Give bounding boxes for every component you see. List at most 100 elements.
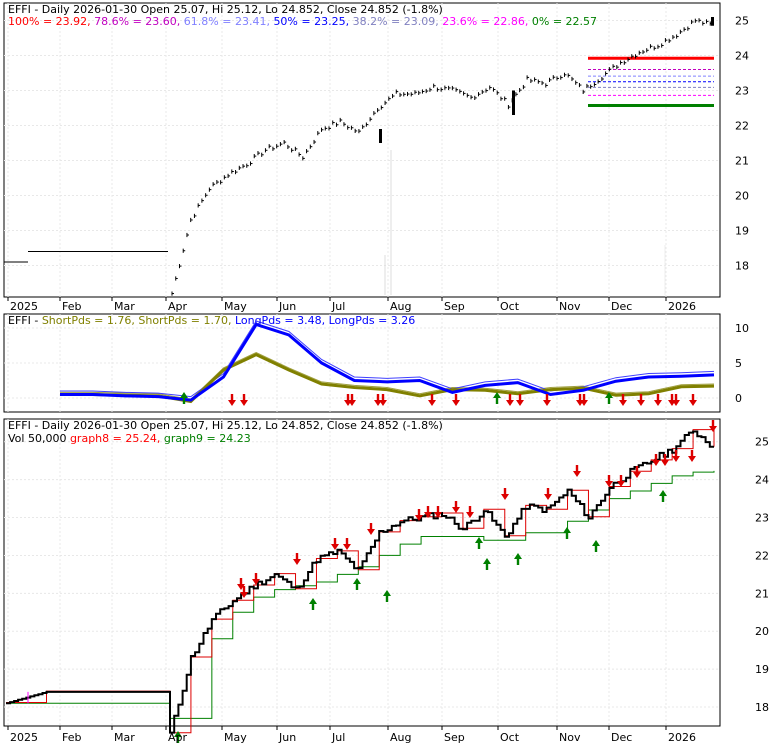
buy-arrow (174, 731, 182, 743)
buy-arrow (483, 558, 491, 570)
sell-arrow (343, 538, 351, 550)
x-tick-label: Apr (168, 731, 188, 744)
x-tick-label: Sep (444, 731, 465, 744)
sell-arrow (580, 394, 588, 406)
legend-entry: 23.6% = 22.86, (442, 15, 532, 28)
x-tick-label: 2025 (10, 731, 38, 744)
sell-arrow (661, 454, 669, 466)
y-tick-label: 23 (735, 85, 749, 98)
signal-panel-frame (3, 418, 721, 727)
sell-arrow (689, 394, 697, 406)
sell-arrow (466, 506, 474, 518)
sell-arrow (617, 475, 625, 487)
signal-x-axis: 2025 Feb Mar Apr May Jun Jul Aug Sep Oct Nov Dec 202… (7, 726, 696, 744)
sell-arrow (633, 466, 641, 478)
sell-arrow (331, 538, 339, 550)
x-tick-label: Jul (331, 731, 345, 744)
sell-arrow (637, 394, 645, 406)
price-x-axis: 2025 Feb Mar Apr May Jun Jul Aug Sep Oct Nov Dec 202… (7, 297, 696, 313)
y-tick-label: 25 (755, 436, 769, 449)
y-tick-label: 24 (755, 474, 769, 487)
x-tick-label: Aug (390, 731, 411, 744)
x-tick-label: Oct (500, 300, 520, 313)
legend-entry: 38.2% = 23.09, (353, 15, 443, 28)
y-tick-label: 5 (735, 357, 742, 370)
price-lines-bottom (6, 429, 715, 734)
x-tick-label: 2025 (10, 300, 38, 313)
sell-arrow (228, 394, 236, 406)
sell-arrow (619, 394, 627, 406)
sell-arrow (367, 523, 375, 535)
x-tick-label: Sep (444, 300, 465, 313)
long-pds-line (60, 322, 715, 402)
sell-arrow (379, 394, 387, 406)
x-tick-label: Jun (278, 731, 296, 744)
legend-entry: Vol 50,000 (8, 432, 70, 445)
sell-arrow (672, 394, 680, 406)
x-tick-label: 2026 (668, 300, 696, 313)
sell-arrow (605, 475, 613, 487)
y-tick-label: 18 (755, 701, 769, 714)
sell-arrow (709, 420, 717, 432)
x-tick-label: Dec (611, 731, 632, 744)
y-tick-label: 0 (735, 392, 742, 405)
legend-entry: EFFI - (8, 314, 42, 327)
fib-legend: 100% = 23.92, 78.6% = 23.60, 61.8% = 23.… (8, 15, 597, 28)
y-tick-label: 20 (755, 625, 769, 638)
y-tick-label: 19 (735, 225, 749, 238)
signal-y-axis: 18 19 20 21 22 23 24 25 (755, 436, 769, 714)
oscillator-arrows (180, 392, 697, 406)
signal-panel-grid (4, 419, 720, 726)
sell-arrow (573, 465, 581, 477)
x-tick-label: Jul (331, 300, 345, 313)
x-tick-label: Dec (611, 300, 632, 313)
sell-arrow (501, 488, 509, 500)
sell-arrow (516, 394, 524, 406)
x-tick-label: Nov (559, 731, 581, 744)
y-tick-label: 10 (735, 322, 749, 335)
legend-entry: 61.8% = 23.41, (184, 15, 274, 28)
x-tick-label: Aug (390, 300, 411, 313)
sell-arrow (434, 506, 442, 518)
x-tick-label: 2026 (668, 731, 696, 744)
sell-arrow (293, 553, 301, 565)
legend-entry: LongPds = 3.26 (329, 314, 416, 327)
buy-arrow (659, 490, 667, 502)
x-tick-label: Mar (114, 300, 135, 313)
long-pds-thin-line (60, 320, 715, 398)
y-tick-label: 24 (735, 50, 749, 63)
x-tick-label: May (224, 731, 247, 744)
legend-entry: 0% = 22.57 (532, 15, 597, 28)
sell-arrow (452, 501, 460, 513)
buy-arrow (605, 392, 613, 404)
legend-entry: 78.6% = 23.60, (94, 15, 184, 28)
y-tick-label: 18 (735, 260, 749, 273)
oscillator-legend: EFFI - ShortPds = 1.76, ShortPds = 1.70,… (8, 314, 415, 327)
buy-arrow (309, 598, 317, 610)
legend-entry: graph9 = 24.23 (164, 432, 251, 445)
y-tick-label: 25 (735, 15, 749, 28)
candle-drop (512, 90, 515, 115)
buy-arrow (353, 578, 361, 590)
sell-arrow (506, 394, 514, 406)
sell-arrow (240, 586, 248, 598)
sell-arrow (452, 394, 460, 406)
candle-drop (379, 129, 382, 143)
y-tick-label: 23 (755, 512, 769, 525)
y-tick-label: 20 (735, 190, 749, 203)
sell-arrow (543, 394, 551, 406)
price-panel-frame (3, 2, 721, 298)
legend-entry: graph8 = 25.24, (70, 432, 164, 445)
legend-entry: LongPds = 3.48, (235, 314, 329, 327)
legend-entry: 100% = 23.92, (8, 15, 94, 28)
x-tick-label: Feb (62, 300, 81, 313)
sell-arrow (428, 394, 436, 406)
oscillator-lines (60, 320, 715, 404)
price-bars-top (4, 17, 714, 296)
signal-legend: Vol 50,000 graph8 = 25.24, graph9 = 24.2… (8, 432, 251, 445)
sell-arrow (544, 488, 552, 500)
legend-entry: 50% = 23.25, (273, 15, 352, 28)
volume-spikes (384, 150, 666, 295)
fib-levels (588, 56, 714, 108)
